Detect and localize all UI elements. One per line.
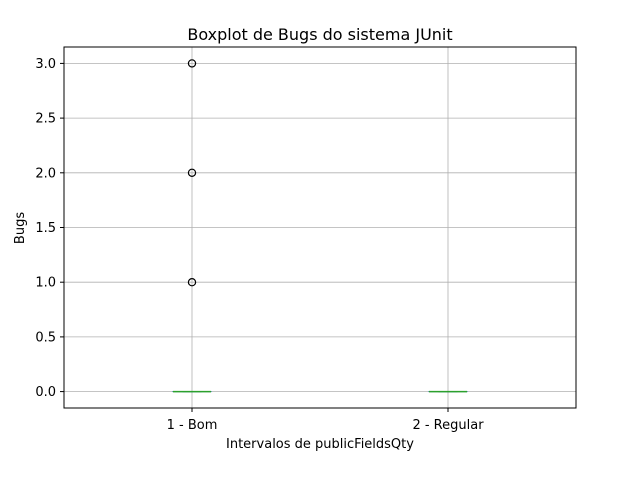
y-tick-label: 3.0 <box>35 57 56 72</box>
y-tick-label: 1.5 <box>35 221 56 236</box>
y-tick-label: 0.5 <box>35 330 56 345</box>
x-tick-label: 2 - Regular <box>412 418 484 433</box>
y-tick-label: 2.0 <box>35 166 56 181</box>
x-axis-label: Intervalos de publicFieldsQty <box>226 437 414 452</box>
y-tick-label: 1.0 <box>35 276 56 291</box>
y-tick-label: 2.5 <box>35 112 56 127</box>
x-tick-label: 1 - Bom <box>167 418 218 433</box>
y-tick-label: 0.0 <box>35 385 56 400</box>
chart-title: Boxplot de Bugs do sistema JUnit <box>187 25 452 44</box>
y-axis-label: Bugs <box>13 212 28 244</box>
